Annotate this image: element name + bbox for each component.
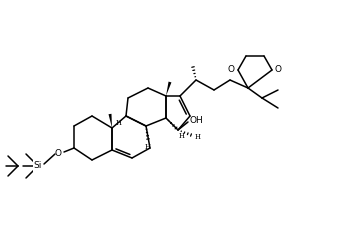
Text: H: H bbox=[145, 143, 151, 151]
Text: O: O bbox=[54, 149, 61, 157]
Text: O: O bbox=[228, 66, 235, 74]
Polygon shape bbox=[109, 114, 112, 128]
Text: H: H bbox=[195, 133, 201, 141]
Text: OH: OH bbox=[190, 115, 204, 125]
Text: O: O bbox=[275, 66, 282, 74]
Text: Si: Si bbox=[34, 161, 42, 171]
Polygon shape bbox=[166, 82, 172, 96]
Text: H: H bbox=[179, 132, 185, 140]
Text: H: H bbox=[116, 119, 122, 127]
